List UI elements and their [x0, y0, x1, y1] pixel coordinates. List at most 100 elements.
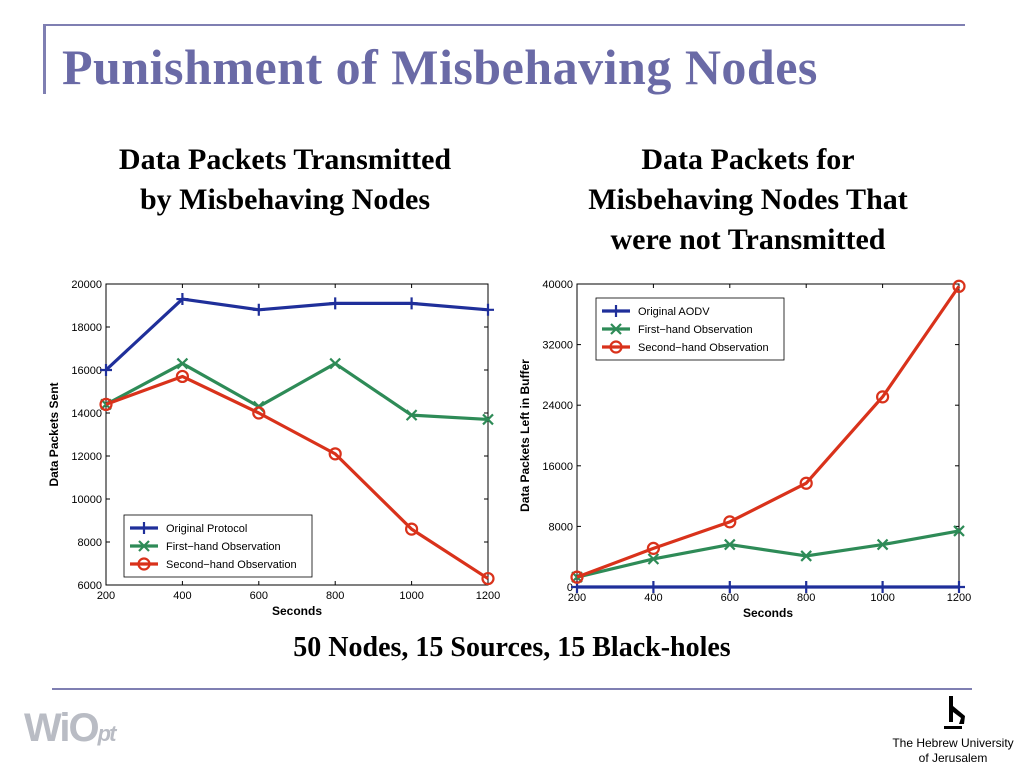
y-tick-label: 10000: [71, 494, 102, 506]
bottom-rule: [52, 688, 972, 690]
series-line: [576, 529, 960, 579]
legend-marker: [138, 522, 150, 534]
x-tick-label: 400: [644, 592, 662, 604]
y-tick-label: 32000: [542, 340, 573, 352]
y-tick-label: 12000: [71, 451, 102, 463]
x-tick-label: 200: [568, 592, 586, 604]
data-point: [405, 409, 418, 421]
data-point: [405, 522, 419, 536]
data-point: [724, 538, 736, 551]
x-tick-label: 800: [797, 592, 815, 604]
data-point: [482, 413, 494, 426]
data-point: [876, 581, 889, 593]
legend-label: Second−hand Observation: [638, 342, 769, 354]
data-point: [570, 570, 584, 584]
x-axis-label: Seconds: [743, 606, 793, 620]
y-tick-label: 16000: [542, 461, 573, 473]
y-tick-label: 6000: [78, 580, 102, 592]
data-point: [482, 303, 494, 316]
y-axis-label: Data Packets Sent: [47, 382, 61, 486]
legend-marker: [138, 540, 150, 552]
y-tick-label: 24000: [542, 400, 573, 412]
packets-sent-chart: 200 400 600 800 1000 1200 6000 8000 10000 12000 14…: [47, 279, 500, 618]
y-tick-label: 20000: [71, 279, 102, 291]
x-tick-label: 600: [721, 592, 739, 604]
data-point: [328, 447, 342, 461]
slide-title: Punishment of Misbehaving Nodes: [62, 39, 818, 95]
data-point: [876, 538, 889, 551]
data-point: [329, 297, 342, 310]
y-axis-label: Data Packets Left in Buffer: [518, 359, 532, 512]
data-point: [647, 581, 660, 593]
x-tick-label: 200: [97, 590, 115, 602]
university-name-line2: of Jerusalem: [918, 751, 988, 765]
legend-label: Second−hand Observation: [166, 559, 297, 571]
left-chart-heading: Data Packets Transmitted by Misbehaving …: [70, 140, 500, 220]
data-point: [252, 406, 266, 420]
legend-label: Original AODV: [638, 306, 710, 318]
legend-marker: [610, 323, 622, 335]
right-heading-line: Misbehaving Nodes That: [588, 183, 908, 216]
x-tick-label: 400: [173, 590, 191, 602]
x-tick-label: 600: [250, 590, 268, 602]
data-point: [481, 571, 495, 586]
x-tick-label: 1000: [399, 590, 423, 602]
data-point: [100, 364, 112, 376]
right-heading-line: were not Transmitted: [610, 223, 886, 256]
right-heading-line: Data Packets for: [641, 143, 855, 176]
data-point: [646, 541, 660, 555]
data-point: [329, 357, 341, 370]
data-point: [800, 581, 813, 593]
series-line: [104, 297, 489, 372]
wioopt-logo: WiOpt: [24, 706, 117, 751]
data-point: [800, 550, 812, 562]
series-line: [576, 285, 961, 579]
packets-buffer-chart: 200 400 600 800 1000 1200 0 8000 16000 24000 32000…: [518, 279, 971, 620]
scenario-caption: 50 Nodes, 15 Sources, 15 Black-holes: [293, 632, 731, 663]
wioopt-logo-main: WiO: [24, 706, 100, 750]
data-point: [252, 303, 265, 316]
legend-label: Original Protocol: [166, 523, 247, 535]
data-point: [799, 476, 813, 490]
y-tick-label: 8000: [549, 521, 573, 533]
legend-marker: [610, 305, 622, 317]
y-tick-label: 18000: [71, 322, 102, 334]
data-point: [176, 357, 189, 370]
x-tick-label: 800: [326, 590, 344, 602]
y-tick-label: 16000: [71, 365, 102, 377]
legend-label: First−hand Observation: [166, 541, 281, 553]
left-heading-line: Data Packets Transmitted: [118, 143, 452, 176]
y-tick-label: 14000: [71, 408, 102, 420]
university-name-line1: The Hebrew University: [892, 736, 1014, 750]
legend-marker: [137, 557, 151, 571]
data-point: [176, 293, 189, 306]
university-emblem-icon: [944, 696, 965, 729]
title-accent-bar: [43, 24, 46, 94]
data-point: [876, 390, 890, 404]
data-point: [405, 297, 418, 310]
x-tick-label: 1200: [947, 592, 971, 604]
data-point: [952, 279, 966, 293]
legend-marker: [609, 340, 623, 354]
wioopt-logo-small: pt: [97, 721, 117, 746]
top-rule: [43, 24, 965, 26]
data-point: [647, 553, 660, 565]
y-tick-label: 0: [567, 582, 573, 594]
x-axis-label: Seconds: [272, 604, 322, 618]
data-point: [723, 581, 736, 593]
series-line: [105, 361, 489, 422]
y-tick-label: 8000: [78, 537, 102, 549]
data-point: [953, 581, 965, 593]
x-tick-label: 1200: [476, 590, 500, 602]
right-chart-heading: Data Packets for Misbehaving Nodes That …: [538, 140, 958, 260]
x-tick-label: 1000: [870, 592, 894, 604]
legend-label: First−hand Observation: [638, 324, 753, 336]
y-tick-label: 40000: [542, 279, 573, 291]
left-heading-line: by Misbehaving Nodes: [139, 183, 431, 216]
data-point: [723, 515, 737, 529]
data-point: [175, 369, 189, 384]
hebrew-university-logo: The Hebrew University of Jerusalem: [888, 694, 1018, 766]
series-line: [105, 374, 489, 580]
data-point: [953, 525, 965, 537]
data-point: [99, 397, 113, 411]
